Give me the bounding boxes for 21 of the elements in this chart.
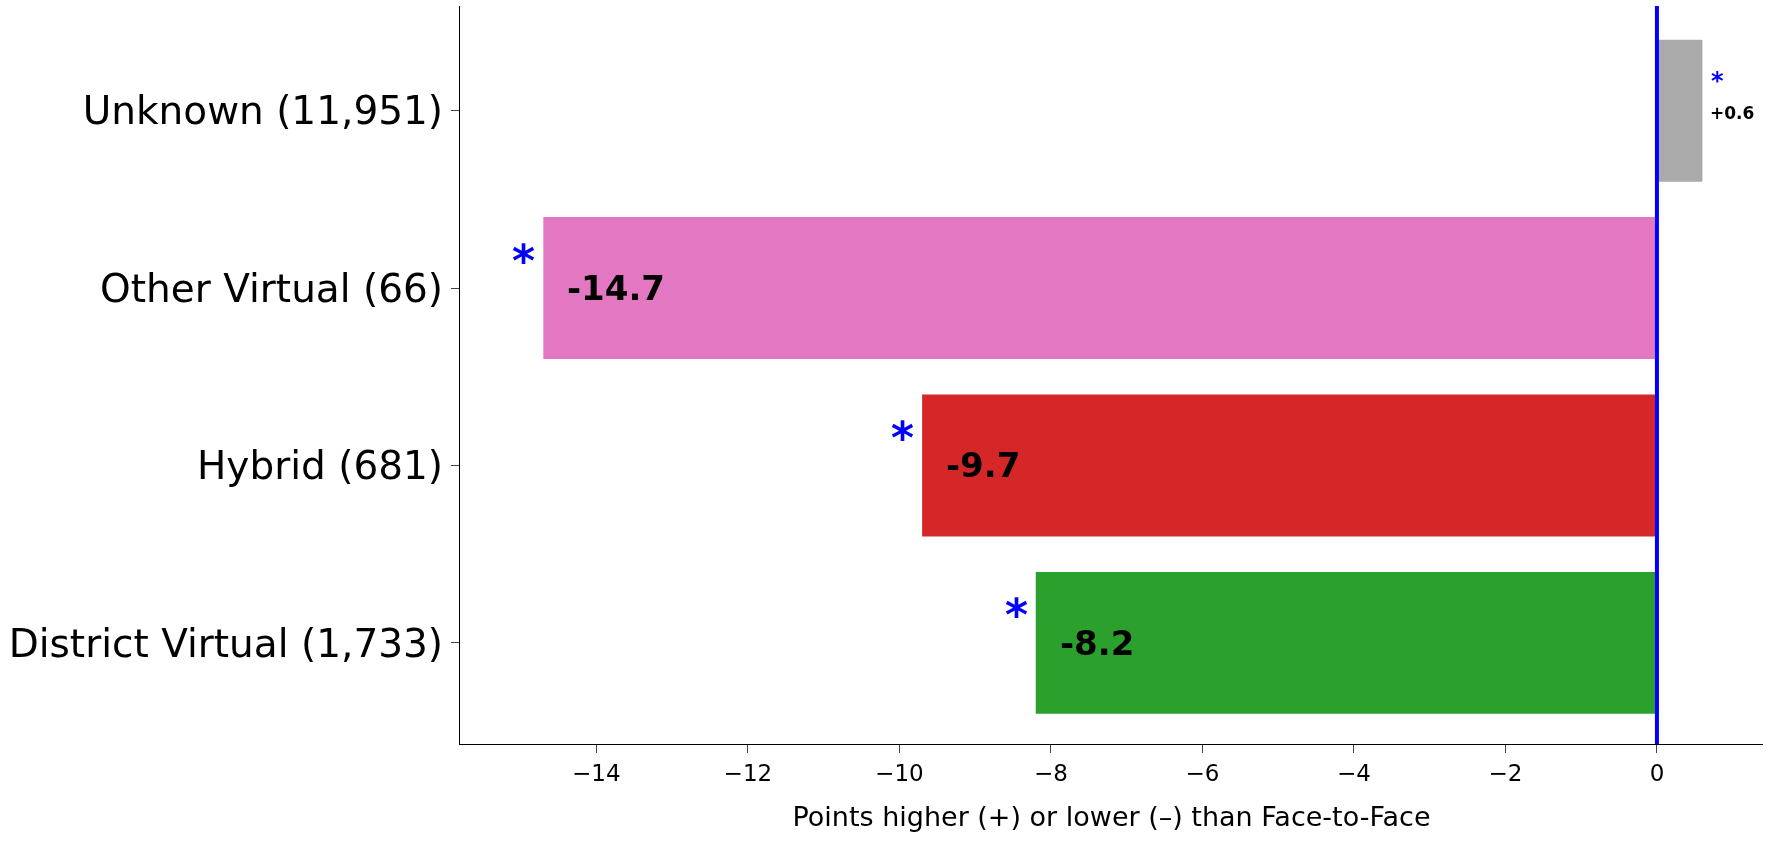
x-tick-label: −14 <box>572 759 621 786</box>
data-label: -8.2 <box>1060 623 1135 663</box>
annotation: * <box>1711 67 1724 95</box>
annotation: * <box>512 235 536 286</box>
y-tick-label: Other Virtual (66) <box>100 265 444 311</box>
x-tick-label: −2 <box>1488 759 1523 786</box>
annotation: * <box>891 412 915 463</box>
y-tick-label: Unknown (11,951) <box>82 88 444 134</box>
x-tick-label: −10 <box>875 759 924 786</box>
annotation: * <box>1005 589 1029 640</box>
x-tick-label: −4 <box>1336 759 1371 786</box>
x-tick-label: 0 <box>1649 759 1665 786</box>
y-tick-label: Hybrid (681) <box>196 443 444 489</box>
x-tick-label: −12 <box>723 759 773 786</box>
data-label: -14.7 <box>567 268 665 308</box>
data-label: -9.7 <box>946 445 1021 485</box>
x-tick-label: −8 <box>1033 759 1068 786</box>
y-tick-label: District Virtual (1,733) <box>8 620 444 666</box>
data-label: +0.6 <box>1710 103 1755 123</box>
x-tick-label: −6 <box>1185 759 1220 786</box>
x-axis-title: Points higher (+) or lower (–) than Face-to-Face <box>792 801 1431 833</box>
